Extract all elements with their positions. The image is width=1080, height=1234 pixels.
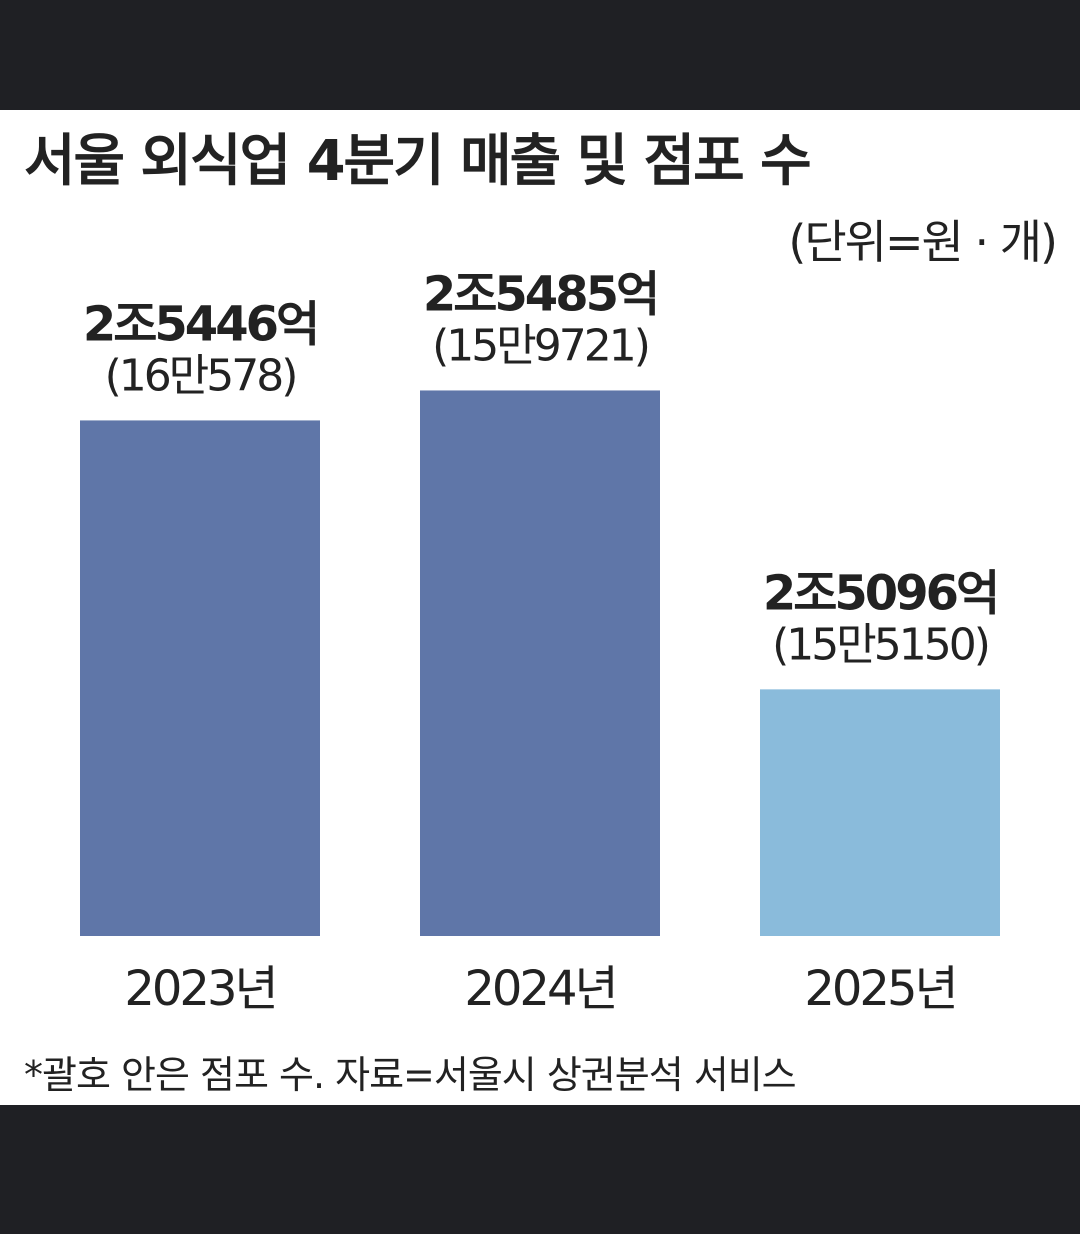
x-tick-label: 2023년 <box>124 961 275 1017</box>
chart-subtitle: (단위=원 · 개) <box>788 215 1056 269</box>
x-tick-label: 2024년 <box>464 961 615 1017</box>
x-tick-label: 2025년 <box>804 961 955 1017</box>
value-label: 2조5446억 <box>83 296 317 352</box>
store-count-label: (16만578) <box>105 350 296 401</box>
bar <box>420 390 660 936</box>
bar <box>80 420 320 936</box>
bottom-band <box>0 1105 1080 1234</box>
bar <box>760 689 1000 936</box>
store-count-label: (15만5150) <box>772 619 988 670</box>
store-count-label: (15만9721) <box>432 320 648 371</box>
chart-title: 서울 외식업 4분기 매출 및 점포 수 <box>24 129 810 194</box>
top-band <box>0 0 1080 110</box>
value-label: 2조5096억 <box>763 565 997 621</box>
footnote: *괄호 안은 점포 수. 자료=서울시 상권분석 서비스 <box>24 1053 796 1097</box>
value-label: 2조5485억 <box>423 266 657 322</box>
